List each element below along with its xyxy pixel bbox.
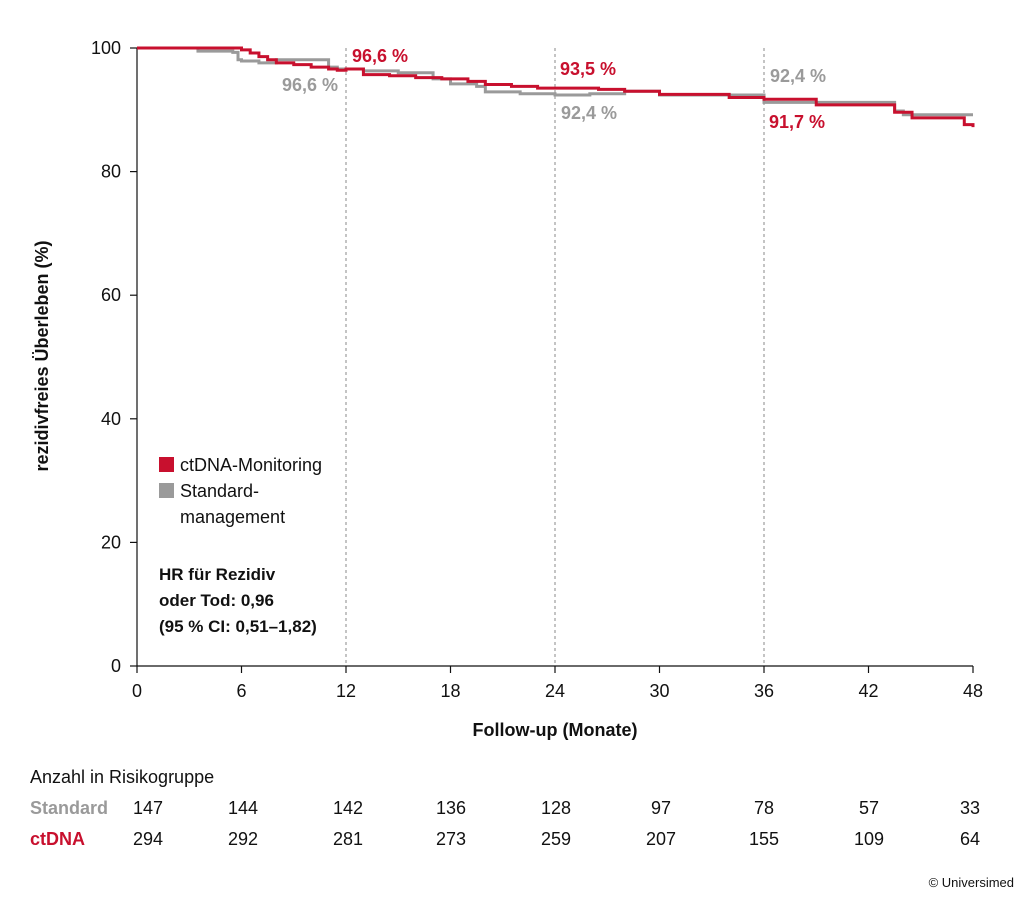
y-tick-label: 0 [111,656,121,676]
risk-cell: 97 [651,798,671,818]
annotation-label: 92,4 % [770,66,826,86]
x-tick-label: 18 [440,681,460,701]
risk-cell: 142 [333,798,363,818]
y-tick-label: 80 [101,162,121,182]
x-tick-label: 6 [236,681,246,701]
legend-swatch [159,483,174,498]
legend: ctDNA-Monitoring Standard-management [159,455,322,527]
y-axis-title: rezidivfreies Überleben (%) [32,240,52,471]
annotation-label: 92,4 % [561,103,617,123]
risk-row-label: Standard [30,798,108,818]
y-tick-label: 20 [101,532,121,552]
y-tick-label: 60 [101,285,121,305]
x-tick-label: 0 [132,681,142,701]
axes: 0 20 40 60 80 100 0 6 12 18 24 30 36 42 48 [91,38,983,701]
x-tick-label: 12 [336,681,356,701]
risk-cell: 207 [646,829,676,849]
risk-cell: 294 [133,829,163,849]
legend-label: ctDNA-Monitoring [180,455,322,475]
hr-text-line: (95 % CI: 0,51–1,82) [159,617,317,636]
risk-cell: 109 [854,829,884,849]
risk-cell: 147 [133,798,163,818]
risk-cell: 33 [960,798,980,818]
hr-text-line: oder Tod: 0,96 [159,591,274,610]
risk-row-label: ctDNA [30,829,85,849]
risk-cell: 128 [541,798,571,818]
risk-cell: 273 [436,829,466,849]
annotation-label: 91,7 % [769,112,825,132]
legend-label: management [180,507,285,527]
x-tick-label: 24 [545,681,565,701]
copyright: © Universimed [929,875,1014,890]
x-tick-label: 36 [754,681,774,701]
risk-cell: 144 [228,798,258,818]
risk-cell: 136 [436,798,466,818]
risk-cell: 155 [749,829,779,849]
risk-cell: 259 [541,829,571,849]
annotation-label: 93,5 % [560,59,616,79]
series-line-ctdna [137,46,975,128]
risk-cell: 292 [228,829,258,849]
risk-table: Standard 147 144 142 136 128 97 78 57 33 ctDNA 294 2… [30,798,980,849]
x-axis-title: Follow-up (Monate) [473,720,638,740]
hr-text-line: HR für Rezidiv [159,565,276,584]
reference-lines [345,48,765,666]
y-tick-label: 100 [91,38,121,58]
annotation-label: 96,6 % [352,46,408,66]
annotation-label: 96,6 % [282,75,338,95]
survival-curves [137,46,975,128]
hazard-ratio-text: HR für Rezidiv oder Tod: 0,96 (95 % CI: 0,… [159,565,317,636]
x-tick-label: 30 [649,681,669,701]
legend-swatch [159,457,174,472]
y-tick-label: 40 [101,409,121,429]
risk-cell: 64 [960,829,980,849]
survival-annotations: 96,6 % 96,6 % 93,5 % 92,4 % 92,4 % 91,7 % [282,46,826,132]
risk-cell: 281 [333,829,363,849]
x-tick-label: 42 [858,681,878,701]
risk-table-title: Anzahl in Risikogruppe [30,767,214,787]
x-tick-label: 48 [963,681,983,701]
legend-label: Standard- [180,481,259,501]
risk-cell: 78 [754,798,774,818]
risk-cell: 57 [859,798,879,818]
